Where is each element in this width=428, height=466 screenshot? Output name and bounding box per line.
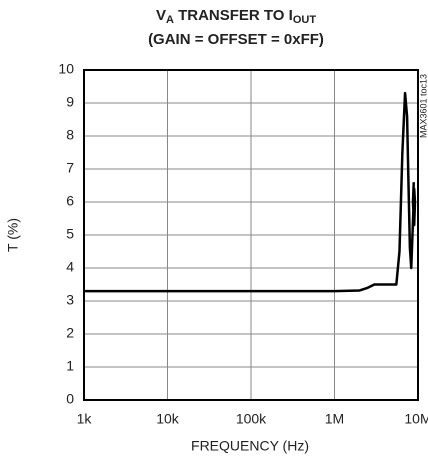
y-tick-label: 7 [66,160,74,176]
x-axis-label: FREQUENCY (Hz) [191,438,309,454]
chart-title: VA TRANSFER TO IOUT [156,7,316,26]
y-axis-label: T (%) [5,218,21,252]
x-tick-label: 10k [156,411,180,427]
y-tick-label: 9 [66,94,74,110]
title-part: A [166,14,174,26]
title-part: TRANSFER TO I [174,7,293,24]
plot-frame [83,69,419,401]
y-tick-label: 1 [66,358,74,374]
y-tick-label: 4 [66,259,74,275]
y-tick-label: 10 [58,61,74,77]
x-tick-label: 100k [236,411,267,427]
y-tick-label: 8 [66,127,74,143]
data-line [84,91,417,293]
title-part: OUT [293,14,317,26]
y-tick-label: 5 [66,226,74,242]
x-tick-label: 10M [404,411,428,427]
y-tick-label: 6 [66,193,74,209]
chart-subtitle: (GAIN = OFFSET = 0xFF) [148,31,324,48]
y-tick-label: 0 [66,391,74,407]
y-tick-label: 3 [66,292,74,308]
x-tick-label: 1M [325,411,344,427]
title-part: V [156,7,166,24]
annotation: MAX3601 toc13 [418,74,428,138]
y-tick-label: 2 [66,325,74,341]
x-tick-label: 1k [77,411,93,427]
